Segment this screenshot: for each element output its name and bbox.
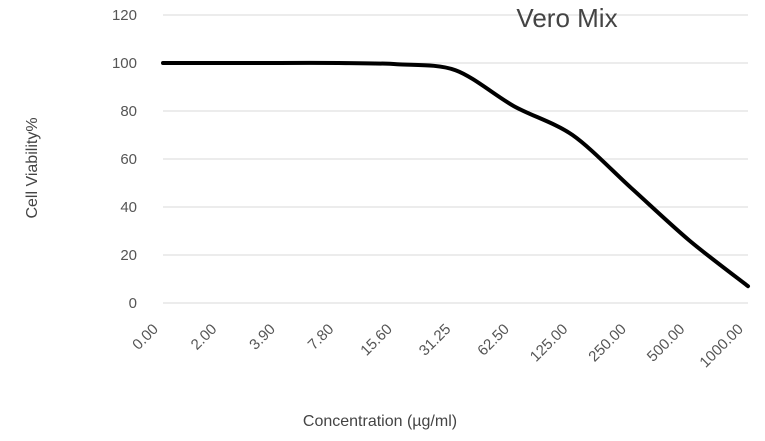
x-tick-labels: 0.00 2.00 3.90 7.80 15.60 31.25 62.50 125.00 250…	[129, 321, 747, 371]
y-tick-label: 20	[120, 247, 137, 264]
x-axis-label: Concentration (µg/ml)	[303, 413, 457, 430]
series-line	[161, 60, 750, 289]
y-tick-label: 60	[120, 151, 137, 168]
x-tick-label: 125.00	[527, 321, 571, 365]
y-tick-label: 80	[120, 103, 137, 120]
grid-lines	[163, 14, 748, 304]
y-tick-labels: 120 100 80 60 40 20 0	[112, 7, 137, 312]
x-tick-label: 15.60	[357, 321, 396, 360]
y-axis-label: Cell Viability%	[24, 117, 41, 218]
y-tick-label: 120	[112, 7, 137, 24]
x-tick-label: 0.00	[129, 321, 162, 354]
x-tick-label: 1000.00	[696, 321, 746, 371]
x-tick-label: 3.90	[246, 321, 279, 354]
x-tick-label: 31.25	[416, 321, 455, 360]
y-tick-label: 100	[112, 55, 137, 72]
x-tick-label: 2.00	[188, 321, 221, 354]
y-tick-label: 0	[129, 295, 137, 312]
x-tick-label: 62.50	[474, 321, 513, 360]
x-tick-label: 7.80	[305, 321, 338, 354]
chart-title: Vero Mix	[516, 3, 617, 33]
y-tick-label: 40	[120, 199, 137, 216]
x-tick-label: 500.00	[644, 321, 688, 365]
x-tick-label: 250.00	[585, 321, 629, 365]
